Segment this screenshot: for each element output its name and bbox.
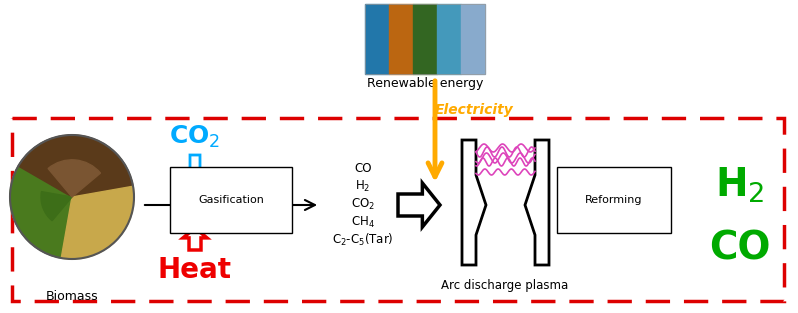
- Text: Reforming: Reforming: [585, 195, 642, 205]
- Text: CO: CO: [354, 162, 372, 175]
- Bar: [365, 4, 389, 74]
- Polygon shape: [185, 155, 205, 182]
- Text: Electricity: Electricity: [435, 103, 514, 117]
- Text: CO$_2$: CO$_2$: [169, 124, 220, 150]
- Circle shape: [10, 135, 134, 259]
- Text: CH$_4$: CH$_4$: [351, 214, 375, 229]
- Bar: [389, 4, 413, 74]
- Text: Arc discharge plasma: Arc discharge plasma: [441, 279, 569, 291]
- Wedge shape: [61, 186, 134, 259]
- Wedge shape: [10, 166, 72, 258]
- Polygon shape: [398, 183, 440, 227]
- Polygon shape: [183, 228, 207, 250]
- Text: C$_2$-C$_5$(Tar): C$_2$-C$_5$(Tar): [332, 232, 393, 248]
- Bar: [365, 4, 485, 74]
- Bar: [437, 4, 461, 74]
- Bar: [413, 4, 437, 74]
- Text: Heat: Heat: [158, 256, 232, 284]
- Text: H$_2$: H$_2$: [355, 178, 371, 193]
- Wedge shape: [48, 160, 101, 197]
- Text: CO: CO: [709, 229, 771, 267]
- Polygon shape: [525, 140, 549, 265]
- Text: Biomass: Biomass: [45, 290, 98, 304]
- Text: Renewable energy: Renewable energy: [367, 76, 483, 90]
- Text: Gasification: Gasification: [198, 195, 264, 205]
- Bar: [461, 4, 485, 74]
- Wedge shape: [41, 192, 72, 221]
- Polygon shape: [462, 140, 486, 265]
- Text: CO$_2$: CO$_2$: [351, 197, 375, 212]
- Text: H$_2$: H$_2$: [715, 165, 764, 205]
- Wedge shape: [18, 135, 133, 197]
